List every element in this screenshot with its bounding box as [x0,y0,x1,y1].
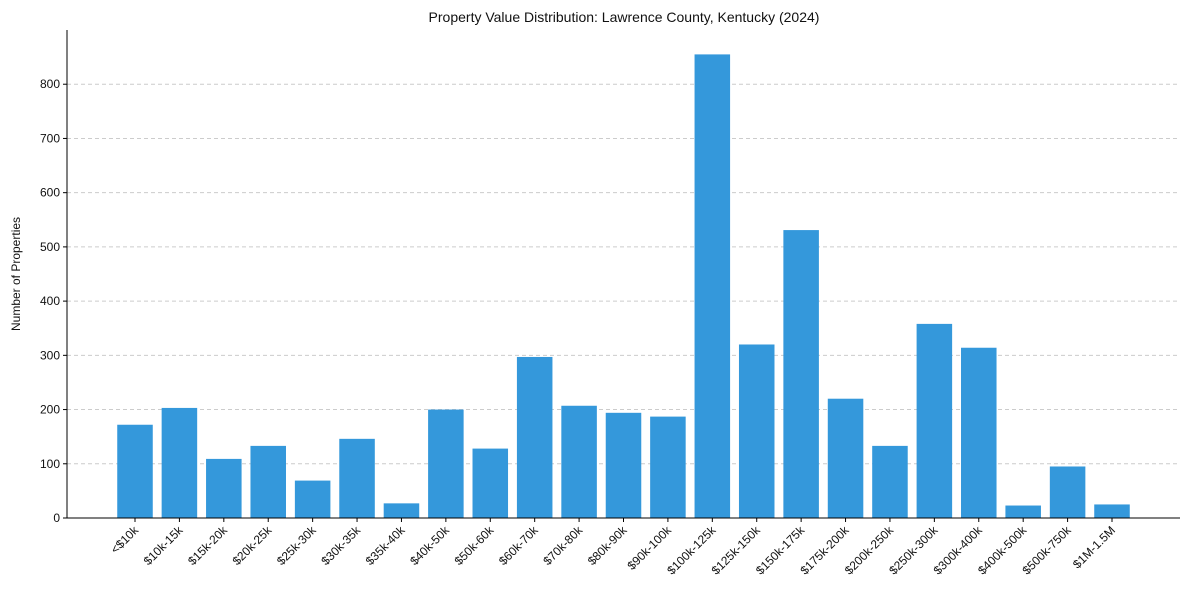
y-tick-label: 700 [40,131,60,145]
bar-16 [827,398,864,518]
bar-20 [1005,505,1041,518]
y-axis-label: Number of Properties [9,217,23,331]
y-tick-label: 800 [40,77,60,91]
bar-11 [605,412,642,518]
bar-18 [916,323,953,518]
x-tick-label: $70k-80k [540,523,586,569]
x-tick-label: $40k-50k [407,523,453,569]
bar-6 [383,503,420,518]
bar-4 [294,480,331,518]
bar-21 [1049,466,1086,518]
x-tick-label: $60k-70k [496,523,542,569]
x-tick-label: $25k-30k [274,523,320,569]
bar-10 [561,405,597,518]
bar-15 [783,230,819,518]
x-tick-label: $35k-40k [363,523,409,569]
x-tick-label: $50k-60k [452,523,498,569]
y-tick-label: 500 [40,240,60,254]
chart-title: Property Value Distribution: Lawrence Co… [429,9,820,25]
x-tick-label: $10k-15k [141,523,187,569]
bars [117,54,1130,519]
y-ticks: 0 100 200 300 400 500 600 700 800 [40,77,67,525]
x-tick-label: $20k-25k [230,523,276,569]
y-tick-label: 0 [53,511,60,525]
x-tick-label: $30k-35k [318,523,364,569]
bar-19 [961,347,997,518]
bar-2 [206,458,242,518]
gridlines [67,83,1180,465]
bar-14 [738,344,775,518]
x-ticks: <$10k $10k-15k $15k-20k $20k-25k $25k-30k $30… [108,518,1118,577]
x-tick-label: $80k-90k [585,523,631,569]
x-tick-label: <$10k [108,523,142,557]
x-tick-label: $1M-1.5M [1070,523,1118,571]
bar-12 [650,416,686,518]
x-tick-label: $15k-20k [185,523,231,569]
bar-22 [1094,504,1130,518]
y-tick-label: 400 [40,294,60,308]
bar-1 [161,407,198,518]
bar-17 [872,445,908,518]
bar-9 [516,356,553,518]
y-tick-label: 600 [40,186,60,200]
bar-3 [250,445,286,518]
bar-5 [339,438,375,518]
y-tick-label: 200 [40,403,60,417]
bar-0 [117,424,153,518]
bar-8 [472,448,509,518]
y-tick-label: 100 [40,457,60,471]
x-tick-label: $500k-750k [1019,523,1074,578]
bar-13 [694,54,731,519]
y-tick-label: 300 [40,348,60,362]
bar-7 [428,409,464,518]
